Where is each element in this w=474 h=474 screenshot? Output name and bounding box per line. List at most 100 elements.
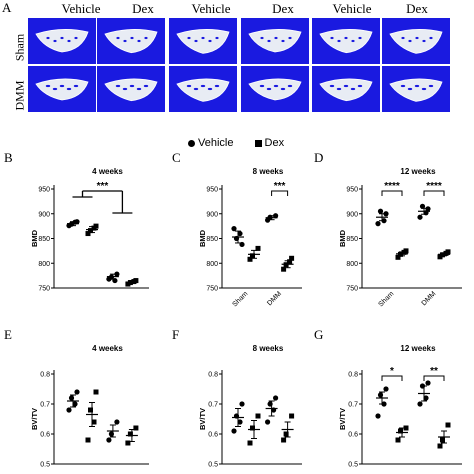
x-tick-label: DMM xyxy=(266,290,283,307)
micro-ct-image xyxy=(28,66,96,112)
vehicle-data-point xyxy=(383,386,389,392)
chart-b: 4 weeks BMD 750 800 850 900 950 *** xyxy=(30,167,149,293)
legend-label-dex: Dex xyxy=(264,137,285,149)
y-tick-label: 800 xyxy=(38,261,50,268)
legend-circle-icon xyxy=(188,139,195,147)
y-tick-label: 750 xyxy=(346,286,358,293)
vehicle-data-point xyxy=(425,206,431,212)
chart-title: 12 weeks xyxy=(400,167,436,176)
chart-title: 4 weeks xyxy=(92,344,123,353)
y-tick-label: 900 xyxy=(38,211,50,218)
y-tick-label: 0.8 xyxy=(40,372,50,379)
dex-data-point xyxy=(125,281,131,287)
y-tick-label: 0.7 xyxy=(208,402,218,409)
y-tick-label: 0.6 xyxy=(208,432,218,439)
vehicle-data-point xyxy=(425,380,431,386)
vehicle-data-point xyxy=(383,211,389,217)
tibia-section-shape xyxy=(248,29,302,53)
y-tick-label: 0.5 xyxy=(208,462,218,469)
y-tick-label: 0.6 xyxy=(40,432,50,439)
y-tick-label: 750 xyxy=(38,286,50,293)
dex-data-point xyxy=(133,425,139,431)
chart-title: 8 weeks xyxy=(253,344,284,353)
tibia-section-shape xyxy=(389,78,443,102)
y-axis-label: BMD xyxy=(198,229,207,247)
micro-ct-image xyxy=(28,18,96,64)
panel-label-g: G xyxy=(314,327,324,342)
dex-data-point xyxy=(440,437,445,443)
y-tick-label: 750 xyxy=(206,286,218,293)
dex-data-point xyxy=(403,425,409,431)
y-tick-label: 850 xyxy=(38,236,50,243)
dex-data-point xyxy=(93,389,99,395)
vehicle-data-point xyxy=(114,419,120,425)
vehicle-data-point xyxy=(375,413,381,419)
vehicle-data-point xyxy=(72,401,78,407)
vehicle-data-point xyxy=(273,395,279,401)
tibia-section-shape xyxy=(319,29,373,54)
micro-ct-image xyxy=(382,66,450,112)
micro-ct-image xyxy=(312,18,380,64)
vehicle-data-point xyxy=(74,389,80,395)
chart-title: 12 weeks xyxy=(400,344,436,353)
significance-bracket xyxy=(271,190,289,196)
vehicle-data-point xyxy=(417,401,423,407)
tibia-section-shape xyxy=(35,78,89,101)
vehicle-data-point xyxy=(273,213,279,219)
significance-stars: * xyxy=(390,366,394,377)
tibia-section-shape xyxy=(176,29,230,54)
panel-label-f: F xyxy=(172,327,180,342)
y-tick-label: 900 xyxy=(346,211,358,218)
y-tick-label: 0.7 xyxy=(348,402,358,409)
micro-ct-image xyxy=(169,66,237,112)
dex-data-point xyxy=(281,437,287,443)
significance-stars: **** xyxy=(426,181,442,192)
chart-title: 8 weeks xyxy=(253,167,284,176)
y-tick-label: 800 xyxy=(346,261,358,268)
micro-ct-image xyxy=(97,66,165,112)
micro-ct-image xyxy=(241,18,309,64)
panel-label-c: C xyxy=(172,150,181,165)
x-tick-label: DMM xyxy=(421,290,438,307)
y-tick-label: 0.6 xyxy=(348,432,358,439)
significance-stars: *** xyxy=(274,181,286,192)
y-tick-label: 0.8 xyxy=(348,372,358,379)
dex-data-point xyxy=(289,413,295,419)
y-tick-label: 0.7 xyxy=(40,402,50,409)
dex-data-point xyxy=(85,437,91,443)
y-tick-label: 800 xyxy=(206,261,218,268)
vehicle-data-point xyxy=(114,271,120,277)
row-label-dmm: DMM xyxy=(12,80,27,111)
vehicle-data-point xyxy=(237,419,243,425)
y-axis-label: BMD xyxy=(30,229,39,247)
y-tick-label: 0.5 xyxy=(348,462,358,469)
tibia-section-shape xyxy=(104,78,158,102)
column-title-vehicle-3: Vehicle xyxy=(332,1,372,16)
y-axis-label: BV/TV xyxy=(30,408,39,430)
panel-label-a: A xyxy=(2,0,12,15)
column-title-dex-2: Dex xyxy=(272,1,294,16)
tibia-section-shape xyxy=(35,29,89,53)
dex-data-point xyxy=(247,256,253,262)
significance-stars: ** xyxy=(430,366,438,377)
y-axis-label: BMD xyxy=(338,229,347,247)
tibia-section-shape xyxy=(176,78,230,102)
significance-bracket xyxy=(381,375,403,381)
dex-data-point xyxy=(250,425,255,431)
vehicle-data-point xyxy=(66,407,72,413)
tibia-section-shape xyxy=(319,78,373,102)
dex-data-point xyxy=(395,254,401,260)
dex-data-point xyxy=(85,231,91,237)
significance-bracket xyxy=(381,190,403,196)
chart-f: 8 weeks BV/TV 0.5 0.6 0.7 0.8 xyxy=(198,344,302,469)
vehicle-data-point xyxy=(419,203,426,209)
legend: Vehicle Dex xyxy=(188,137,284,149)
dex-data-point xyxy=(247,440,253,446)
dex-data-point xyxy=(88,407,93,413)
significance-bracket xyxy=(423,375,445,381)
column-title-dex-3: Dex xyxy=(406,1,428,16)
tibia-section-shape xyxy=(389,29,443,54)
micro-ct-image xyxy=(241,66,309,112)
y-tick-label: 950 xyxy=(206,187,218,194)
